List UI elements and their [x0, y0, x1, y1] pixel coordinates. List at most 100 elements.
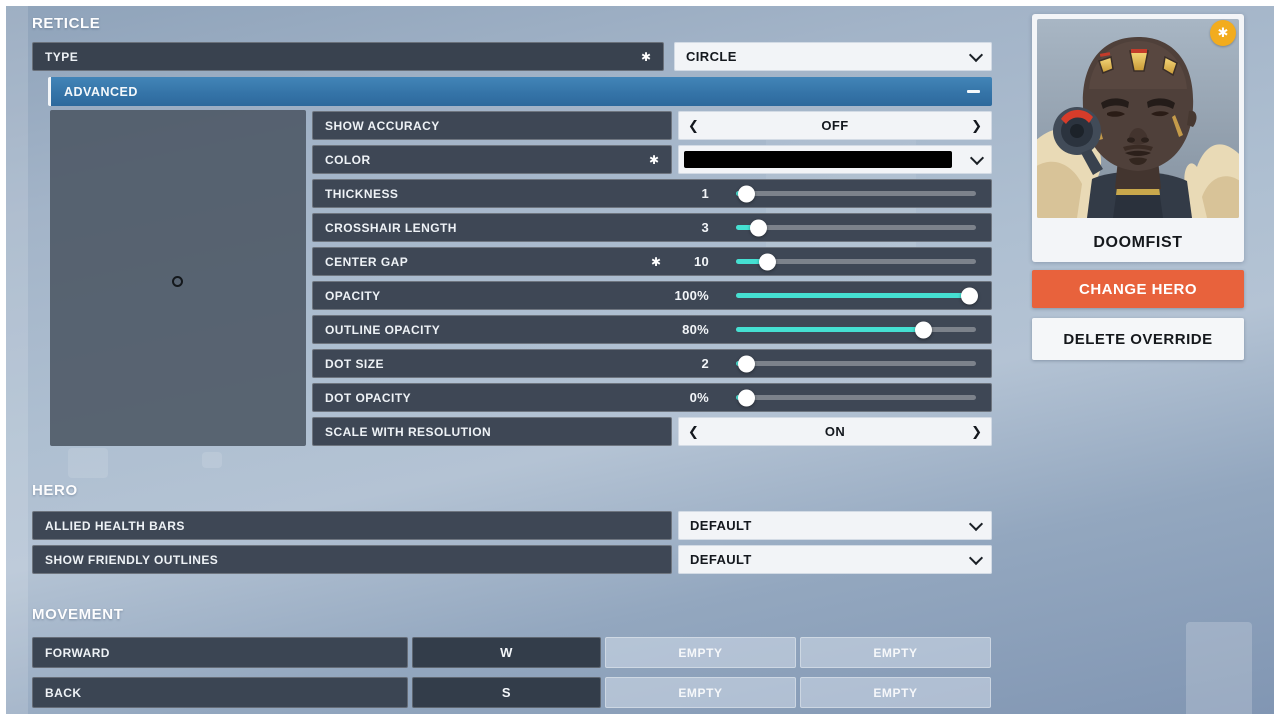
- advanced-section-header[interactable]: ADVANCED: [48, 77, 992, 106]
- opacity-slider[interactable]: [736, 287, 978, 304]
- crosshair-length-slider[interactable]: [736, 219, 976, 236]
- color-picker[interactable]: [678, 145, 992, 174]
- allied-health-bars-label: ALLIED HEALTH BARS: [45, 518, 185, 533]
- allied-health-bars-dropdown[interactable]: DEFAULT: [678, 511, 992, 540]
- forward-tertiary-keybind[interactable]: EMPTY: [800, 637, 991, 668]
- delete-override-button[interactable]: DELETE OVERRIDE: [1032, 318, 1244, 360]
- reticle-section-title: RETICLE: [32, 15, 101, 32]
- chevron-right-icon[interactable]: ❯: [971, 118, 982, 133]
- crosshair-length-label: CROSSHAIR LENGTH: [325, 220, 457, 235]
- slider-thumb[interactable]: [737, 389, 755, 406]
- slider-fill: [736, 389, 755, 406]
- slider-thumb[interactable]: [737, 355, 755, 372]
- scale-with-resolution-stepper[interactable]: ❮ ON ❯: [678, 417, 992, 446]
- back-primary-keybind[interactable]: S: [412, 677, 601, 708]
- forward-label: FORWARD: [45, 645, 110, 660]
- outline-opacity-row: OUTLINE OPACITY 80%: [312, 315, 992, 344]
- color-label-bar: COLOR ✱: [312, 145, 672, 174]
- slider-fill: [736, 219, 767, 236]
- forward-tertiary-key: EMPTY: [873, 645, 918, 660]
- chevron-down-icon: [968, 550, 984, 565]
- slider-fill: [736, 185, 755, 202]
- reticle-preview-dot: [172, 276, 183, 287]
- center-gap-value: 10: [693, 254, 709, 269]
- allied-health-bars-value: DEFAULT: [690, 518, 752, 533]
- hero-portrait: [1037, 19, 1239, 218]
- center-gap-label: CENTER GAP: [325, 254, 409, 269]
- chevron-down-icon: [968, 516, 984, 531]
- chevron-right-icon[interactable]: ❯: [971, 424, 982, 439]
- hero-section-title: HERO: [32, 482, 78, 499]
- thickness-row: THICKNESS 1: [312, 179, 992, 208]
- slider-fill: [736, 287, 978, 304]
- required-icon: ✱: [651, 254, 662, 269]
- scale-with-resolution-label: SCALE WITH RESOLUTION: [325, 424, 492, 439]
- dot-size-slider[interactable]: [736, 355, 976, 372]
- chevron-down-icon: [968, 47, 984, 62]
- show-friendly-outlines-label: SHOW FRIENDLY OUTLINES: [45, 552, 219, 567]
- slider-fill: [736, 253, 777, 270]
- dot-opacity-row: DOT OPACITY 0%: [312, 383, 992, 412]
- show-friendly-outlines-value: DEFAULT: [690, 552, 752, 567]
- slider-fill: [736, 355, 755, 372]
- dot-opacity-slider[interactable]: [736, 389, 976, 406]
- dot-size-value: 2: [701, 356, 709, 371]
- allied-health-bars-label-bar: ALLIED HEALTH BARS: [32, 511, 672, 540]
- forward-action-label: FORWARD: [32, 637, 408, 668]
- back-secondary-key: EMPTY: [678, 685, 723, 700]
- advanced-header-label: ADVANCED: [64, 84, 138, 99]
- thickness-label: THICKNESS: [325, 186, 399, 201]
- forward-secondary-keybind[interactable]: EMPTY: [605, 637, 796, 668]
- show-accuracy-label-bar: SHOW ACCURACY: [312, 111, 672, 140]
- slider-thumb[interactable]: [960, 287, 978, 304]
- scale-with-resolution-value: ON: [824, 424, 846, 439]
- chevron-down-icon: [969, 150, 985, 165]
- back-label: BACK: [45, 685, 82, 700]
- back-action-label: BACK: [32, 677, 408, 708]
- type-dropdown[interactable]: CIRCLE: [674, 42, 992, 71]
- forward-secondary-key: EMPTY: [678, 645, 723, 660]
- color-label: COLOR: [325, 152, 371, 167]
- chevron-left-icon[interactable]: ❮: [688, 118, 699, 133]
- thickness-value: 1: [701, 186, 709, 201]
- slider-thumb[interactable]: [759, 253, 777, 270]
- type-dropdown-value: CIRCLE: [686, 49, 737, 64]
- background-tile: [68, 448, 108, 478]
- thickness-slider[interactable]: [736, 185, 976, 202]
- background-tile: [202, 452, 222, 468]
- slider-thumb[interactable]: [737, 185, 755, 202]
- color-swatch[interactable]: [684, 151, 952, 168]
- forward-primary-key: W: [500, 645, 513, 660]
- type-label: TYPE: [45, 49, 79, 64]
- outline-opacity-value: 80%: [682, 322, 709, 337]
- background-band: [6, 6, 28, 714]
- collapse-icon[interactable]: [967, 90, 980, 93]
- background-tile: [1186, 622, 1252, 714]
- change-hero-button[interactable]: CHANGE HERO: [1032, 270, 1244, 308]
- movement-section-title: MOVEMENT: [32, 606, 124, 623]
- dot-size-label: DOT SIZE: [325, 356, 384, 371]
- back-tertiary-key: EMPTY: [873, 685, 918, 700]
- opacity-label: OPACITY: [325, 288, 381, 303]
- override-badge-icon: ✱: [1210, 20, 1236, 46]
- hero-name: DOOMFIST: [1093, 233, 1183, 251]
- center-gap-slider[interactable]: [736, 253, 976, 270]
- back-secondary-keybind[interactable]: EMPTY: [605, 677, 796, 708]
- slider-thumb[interactable]: [915, 321, 933, 338]
- show-friendly-outlines-dropdown[interactable]: DEFAULT: [678, 545, 992, 574]
- center-gap-row: CENTER GAP ✱ 10: [312, 247, 992, 276]
- scale-with-resolution-label-bar: SCALE WITH RESOLUTION: [312, 417, 672, 446]
- chevron-left-icon[interactable]: ❮: [688, 424, 699, 439]
- back-tertiary-keybind[interactable]: EMPTY: [800, 677, 991, 708]
- dot-opacity-value: 0%: [689, 390, 709, 405]
- outline-opacity-slider[interactable]: [736, 321, 976, 338]
- forward-primary-keybind[interactable]: W: [412, 637, 601, 668]
- required-icon: ✱: [640, 49, 651, 64]
- show-accuracy-stepper[interactable]: ❮ OFF ❯: [678, 111, 992, 140]
- outline-opacity-label: OUTLINE OPACITY: [325, 322, 441, 337]
- crosshair-length-value: 3: [701, 220, 709, 235]
- back-primary-key: S: [501, 685, 512, 700]
- dot-opacity-label: DOT OPACITY: [325, 390, 412, 405]
- settings-screen: RETICLE TYPE ✱ CIRCLE ADVANCED SHOW ACCU…: [6, 6, 1274, 714]
- slider-thumb[interactable]: [749, 219, 767, 236]
